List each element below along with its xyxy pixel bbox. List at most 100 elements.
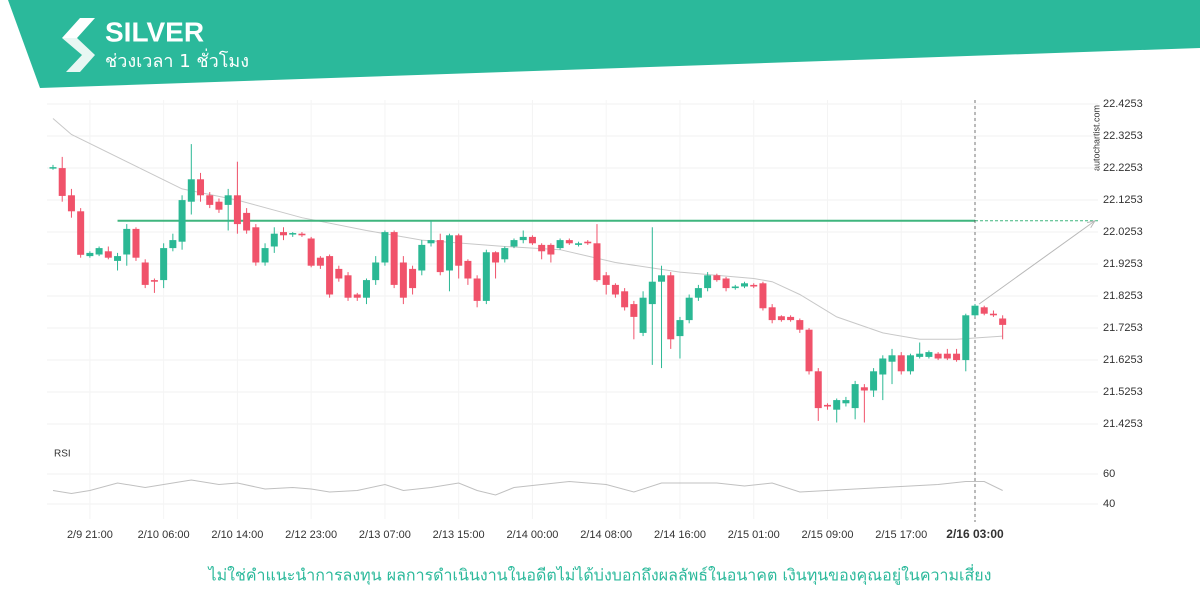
x-tick-label: 2/16 03:00 bbox=[946, 527, 1004, 541]
candle-body bbox=[178, 200, 186, 242]
candle-body bbox=[556, 240, 564, 249]
candle-body bbox=[851, 384, 859, 409]
x-tick-label: 2/15 17:00 bbox=[875, 529, 927, 541]
candle-body bbox=[280, 232, 287, 236]
candle-body bbox=[95, 248, 103, 255]
candle-body bbox=[326, 256, 334, 295]
y-tick-label: 22.3253 bbox=[1103, 130, 1143, 142]
y-tick-label: 21.8253 bbox=[1103, 290, 1143, 302]
candle-body bbox=[943, 353, 951, 359]
candle-body bbox=[519, 236, 527, 241]
candle-body bbox=[464, 260, 472, 279]
candle-body bbox=[731, 286, 739, 289]
candle-body bbox=[335, 268, 343, 279]
candle-body bbox=[436, 240, 444, 273]
x-tick-label: 2/10 06:00 bbox=[138, 529, 190, 541]
candle-body bbox=[381, 232, 389, 263]
candle-body bbox=[344, 275, 352, 298]
candle-body bbox=[999, 318, 1007, 325]
candle-body bbox=[390, 232, 398, 285]
logo bbox=[62, 18, 95, 38]
x-tick-label: 2/14 16:00 bbox=[654, 529, 706, 541]
candle-body bbox=[473, 278, 481, 301]
candle-body bbox=[206, 195, 214, 205]
y-tick-label: 21.5253 bbox=[1103, 386, 1143, 398]
rsi-line bbox=[52, 479, 1003, 496]
watermark: autochartist.com bbox=[1091, 105, 1101, 171]
x-tick-label: 2/13 15:00 bbox=[433, 529, 485, 541]
logo bbox=[62, 38, 95, 72]
x-tick-label: 2/15 01:00 bbox=[728, 529, 780, 541]
candle-body bbox=[233, 195, 241, 225]
candle-body bbox=[722, 278, 730, 289]
candle-body bbox=[252, 227, 260, 263]
candle-body bbox=[823, 404, 831, 407]
candle-body bbox=[676, 320, 684, 337]
candle-body bbox=[104, 251, 112, 258]
candle-body bbox=[289, 233, 297, 235]
candle-body bbox=[630, 304, 638, 317]
x-tick-label: 2/13 07:00 bbox=[359, 529, 411, 541]
candle-body bbox=[547, 244, 555, 255]
rsi-label: RSI bbox=[54, 449, 71, 460]
candle-body bbox=[962, 315, 970, 361]
candle-body bbox=[150, 280, 158, 282]
candle-body bbox=[888, 355, 896, 362]
candle-body bbox=[114, 256, 122, 261]
candle-body bbox=[187, 179, 195, 202]
candle-body bbox=[759, 283, 767, 309]
candle-body bbox=[482, 252, 490, 301]
candle-body bbox=[501, 248, 509, 260]
candle-body bbox=[768, 307, 776, 321]
candle-body bbox=[316, 257, 324, 266]
candle-body bbox=[353, 294, 361, 298]
candle-body bbox=[980, 307, 988, 314]
x-tick-label: 2/14 00:00 bbox=[506, 529, 558, 541]
y-tick-label: 60 bbox=[1103, 468, 1115, 480]
candle-body bbox=[67, 195, 75, 212]
y-tick-label: 21.4253 bbox=[1103, 418, 1143, 430]
title: SILVER bbox=[105, 16, 204, 47]
candle-body bbox=[510, 240, 518, 247]
candle-body bbox=[989, 313, 997, 316]
forecast-arrow bbox=[978, 220, 1096, 305]
candle-body bbox=[667, 275, 675, 340]
candle-body bbox=[584, 241, 592, 244]
candle-body bbox=[953, 353, 961, 361]
candle-body bbox=[307, 238, 315, 266]
candle-body bbox=[593, 243, 601, 281]
candle-body bbox=[814, 371, 822, 409]
candle-body bbox=[538, 244, 546, 252]
candle-body bbox=[971, 305, 979, 316]
candle-body bbox=[160, 248, 168, 281]
candle-body bbox=[123, 228, 131, 255]
candle-body bbox=[298, 233, 306, 236]
y-tick-label: 22.1253 bbox=[1103, 194, 1143, 206]
candle-body bbox=[243, 212, 251, 231]
candle-body bbox=[925, 352, 933, 357]
candle-body bbox=[445, 235, 453, 271]
candle-body bbox=[777, 316, 785, 321]
candle-body bbox=[704, 275, 712, 289]
candle-body bbox=[575, 243, 583, 245]
x-tick-label: 2/14 08:00 bbox=[580, 529, 632, 541]
candle-body bbox=[224, 195, 232, 205]
candle-body bbox=[897, 355, 905, 372]
y-tick-label: 22.0253 bbox=[1103, 226, 1143, 238]
candle-body bbox=[399, 262, 407, 298]
x-tick-label: 2/12 23:00 bbox=[285, 529, 337, 541]
candle-body bbox=[611, 284, 619, 295]
disclaimer: ไม่ใช่คำแนะนำการลงทุน ผลการดำเนินงานในอด… bbox=[207, 564, 992, 586]
candle-body bbox=[796, 320, 804, 330]
candle-body bbox=[197, 179, 205, 196]
candle-body bbox=[169, 240, 177, 249]
candle-body bbox=[685, 297, 693, 321]
candle-body bbox=[916, 353, 924, 357]
candle-body bbox=[833, 400, 841, 410]
candle-body bbox=[639, 297, 647, 333]
y-tick-label: 21.6253 bbox=[1103, 354, 1143, 366]
candle-body bbox=[261, 248, 269, 263]
candle-body bbox=[565, 240, 573, 244]
